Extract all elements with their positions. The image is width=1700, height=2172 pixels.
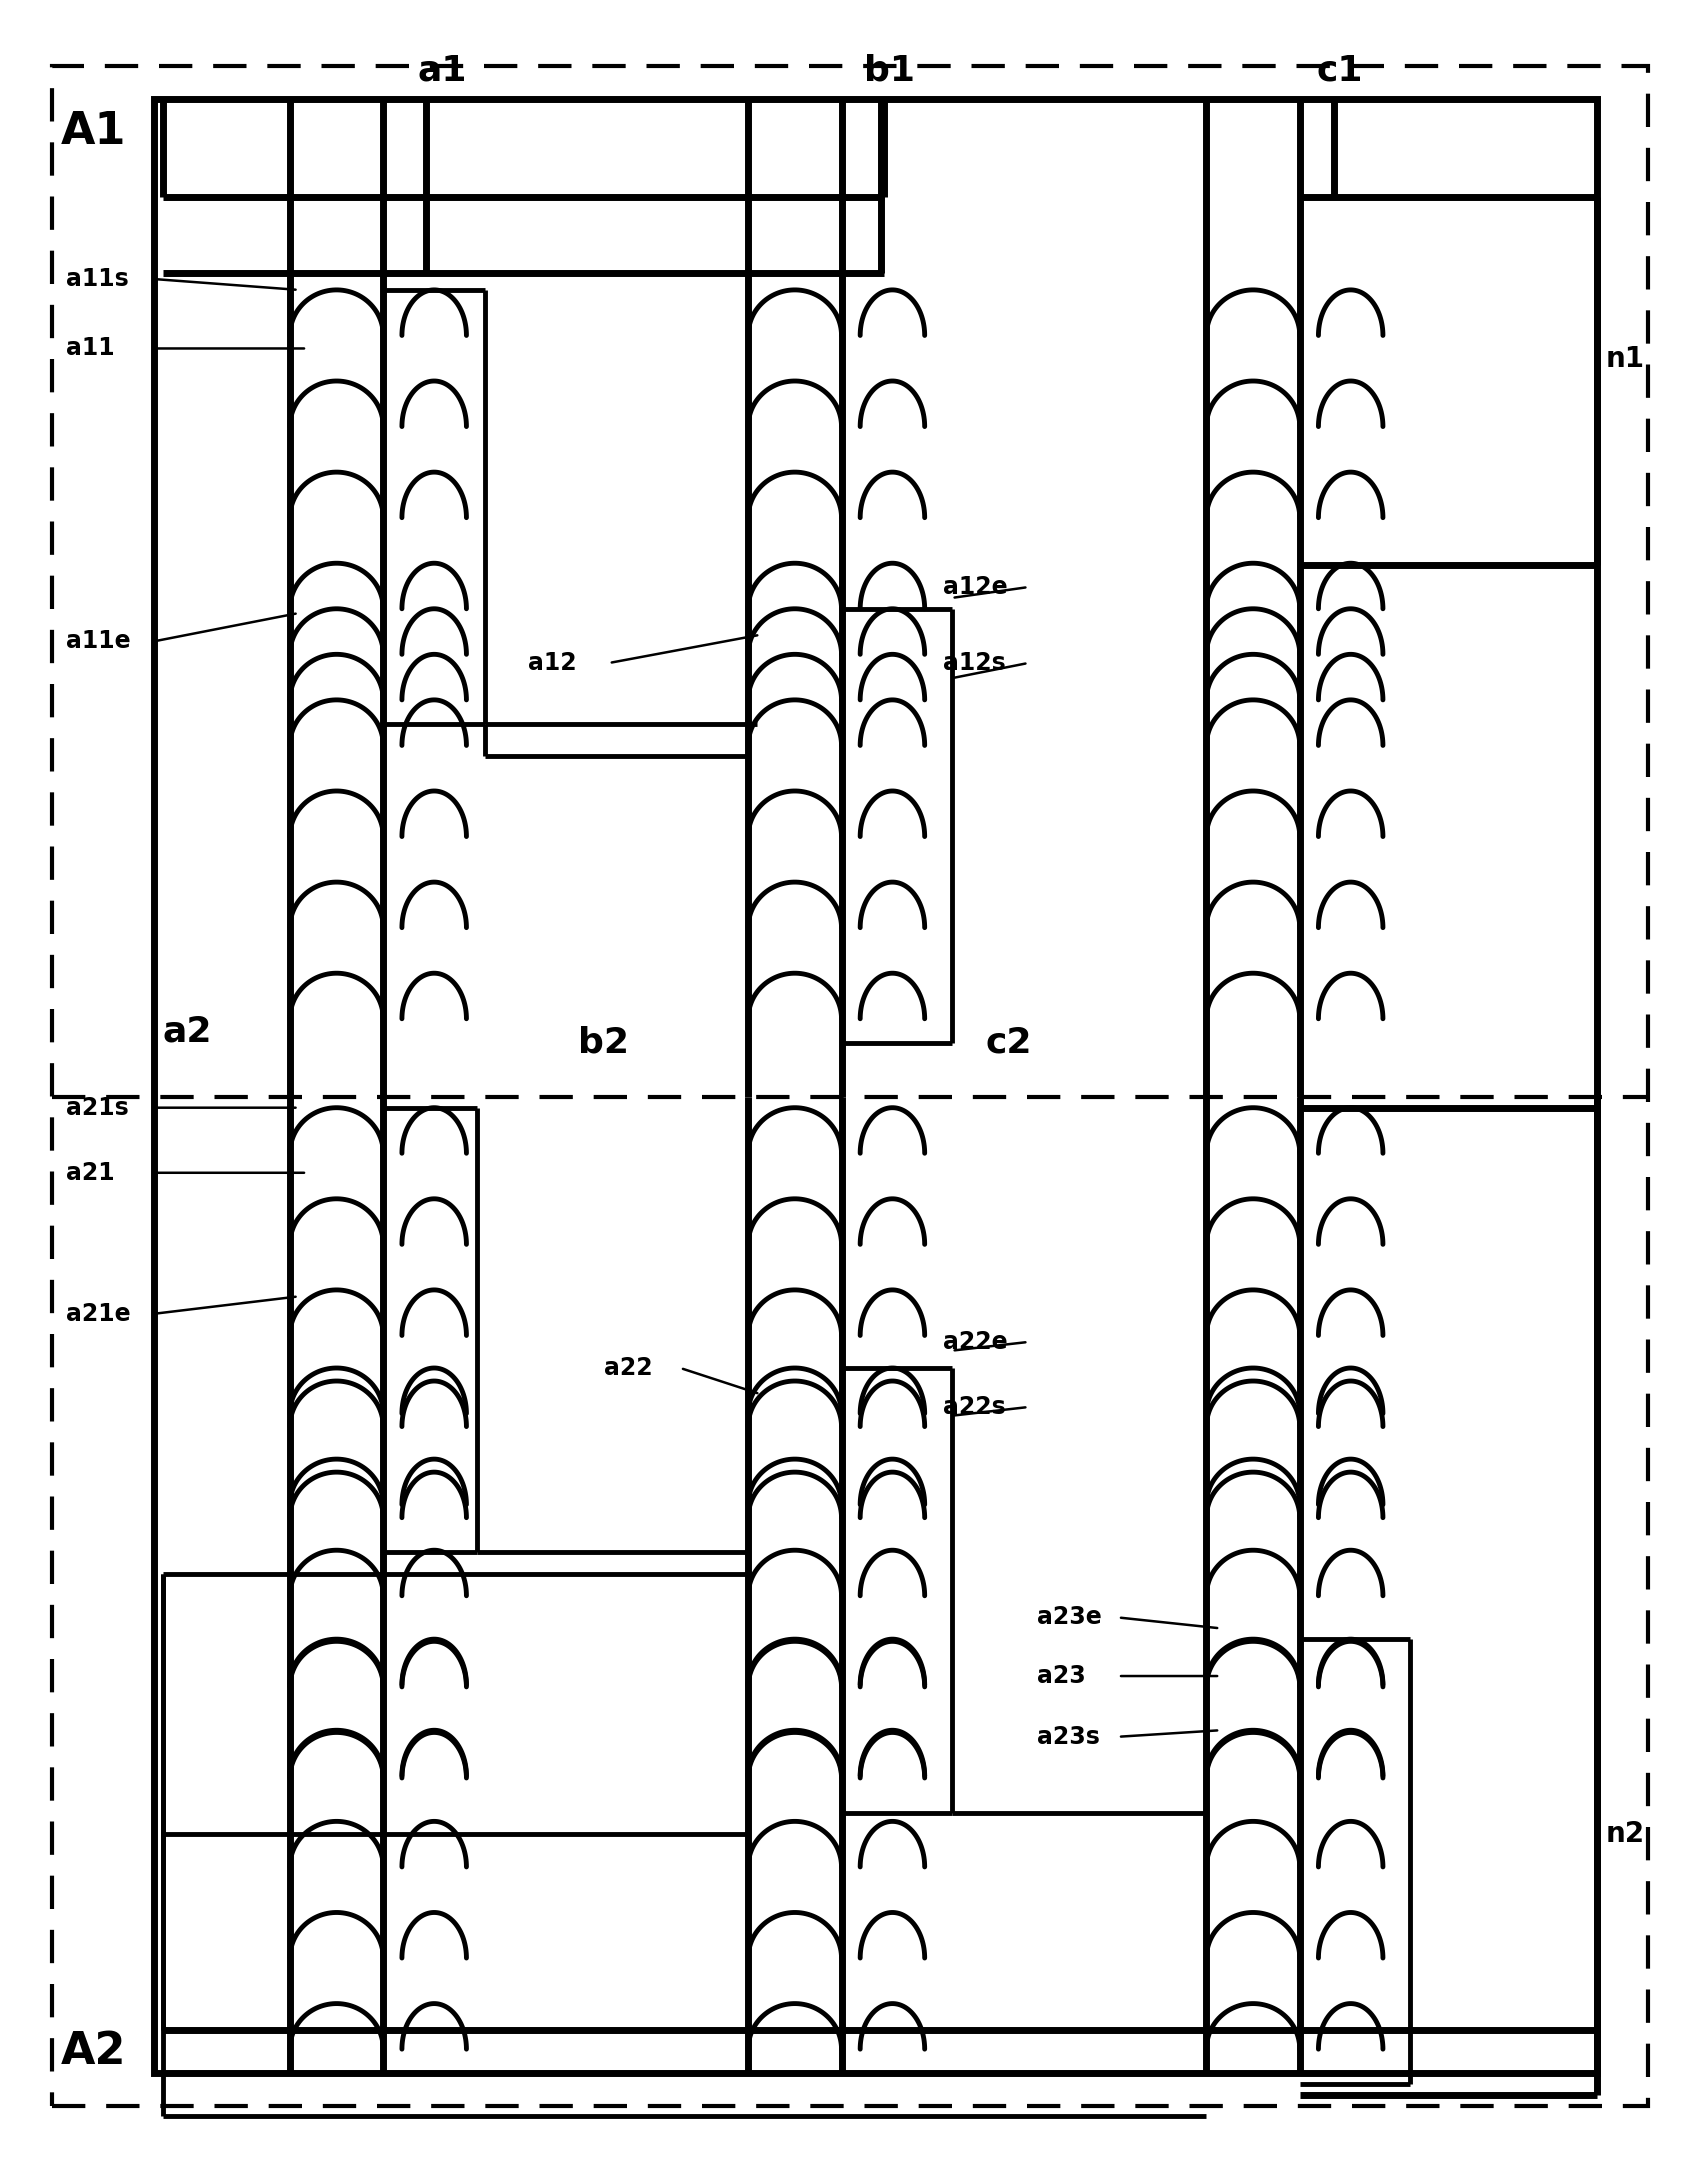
Text: A1: A1 (61, 111, 126, 152)
Text: a1: a1 (416, 54, 468, 87)
Text: c2: c2 (986, 1025, 1032, 1060)
Text: a12: a12 (527, 652, 576, 675)
Text: c1: c1 (1318, 54, 1363, 87)
Text: a23: a23 (1037, 1664, 1085, 1688)
Text: A2: A2 (61, 2031, 126, 2072)
Bar (155, 100, 1596, 2072)
Text: a22: a22 (604, 1355, 653, 1379)
Text: a22s: a22s (944, 1394, 1006, 1418)
Text: b2: b2 (578, 1025, 629, 1060)
Text: a11s: a11s (66, 267, 129, 291)
Text: a12e: a12e (944, 576, 1008, 599)
Text: a2: a2 (163, 1014, 212, 1049)
Text: a21: a21 (66, 1160, 114, 1184)
Text: a12s: a12s (944, 652, 1006, 675)
Text: b1: b1 (864, 54, 915, 87)
Text: a22e: a22e (944, 1329, 1008, 1353)
Text: a23e: a23e (1037, 1605, 1102, 1629)
Text: a21e: a21e (66, 1301, 131, 1325)
Text: n2: n2 (1605, 1820, 1644, 1848)
Text: a23s: a23s (1037, 1725, 1100, 1748)
Text: a21s: a21s (66, 1095, 129, 1121)
Text: a11e: a11e (66, 630, 131, 654)
Text: n1: n1 (1605, 345, 1644, 374)
Text: a11: a11 (66, 337, 114, 361)
